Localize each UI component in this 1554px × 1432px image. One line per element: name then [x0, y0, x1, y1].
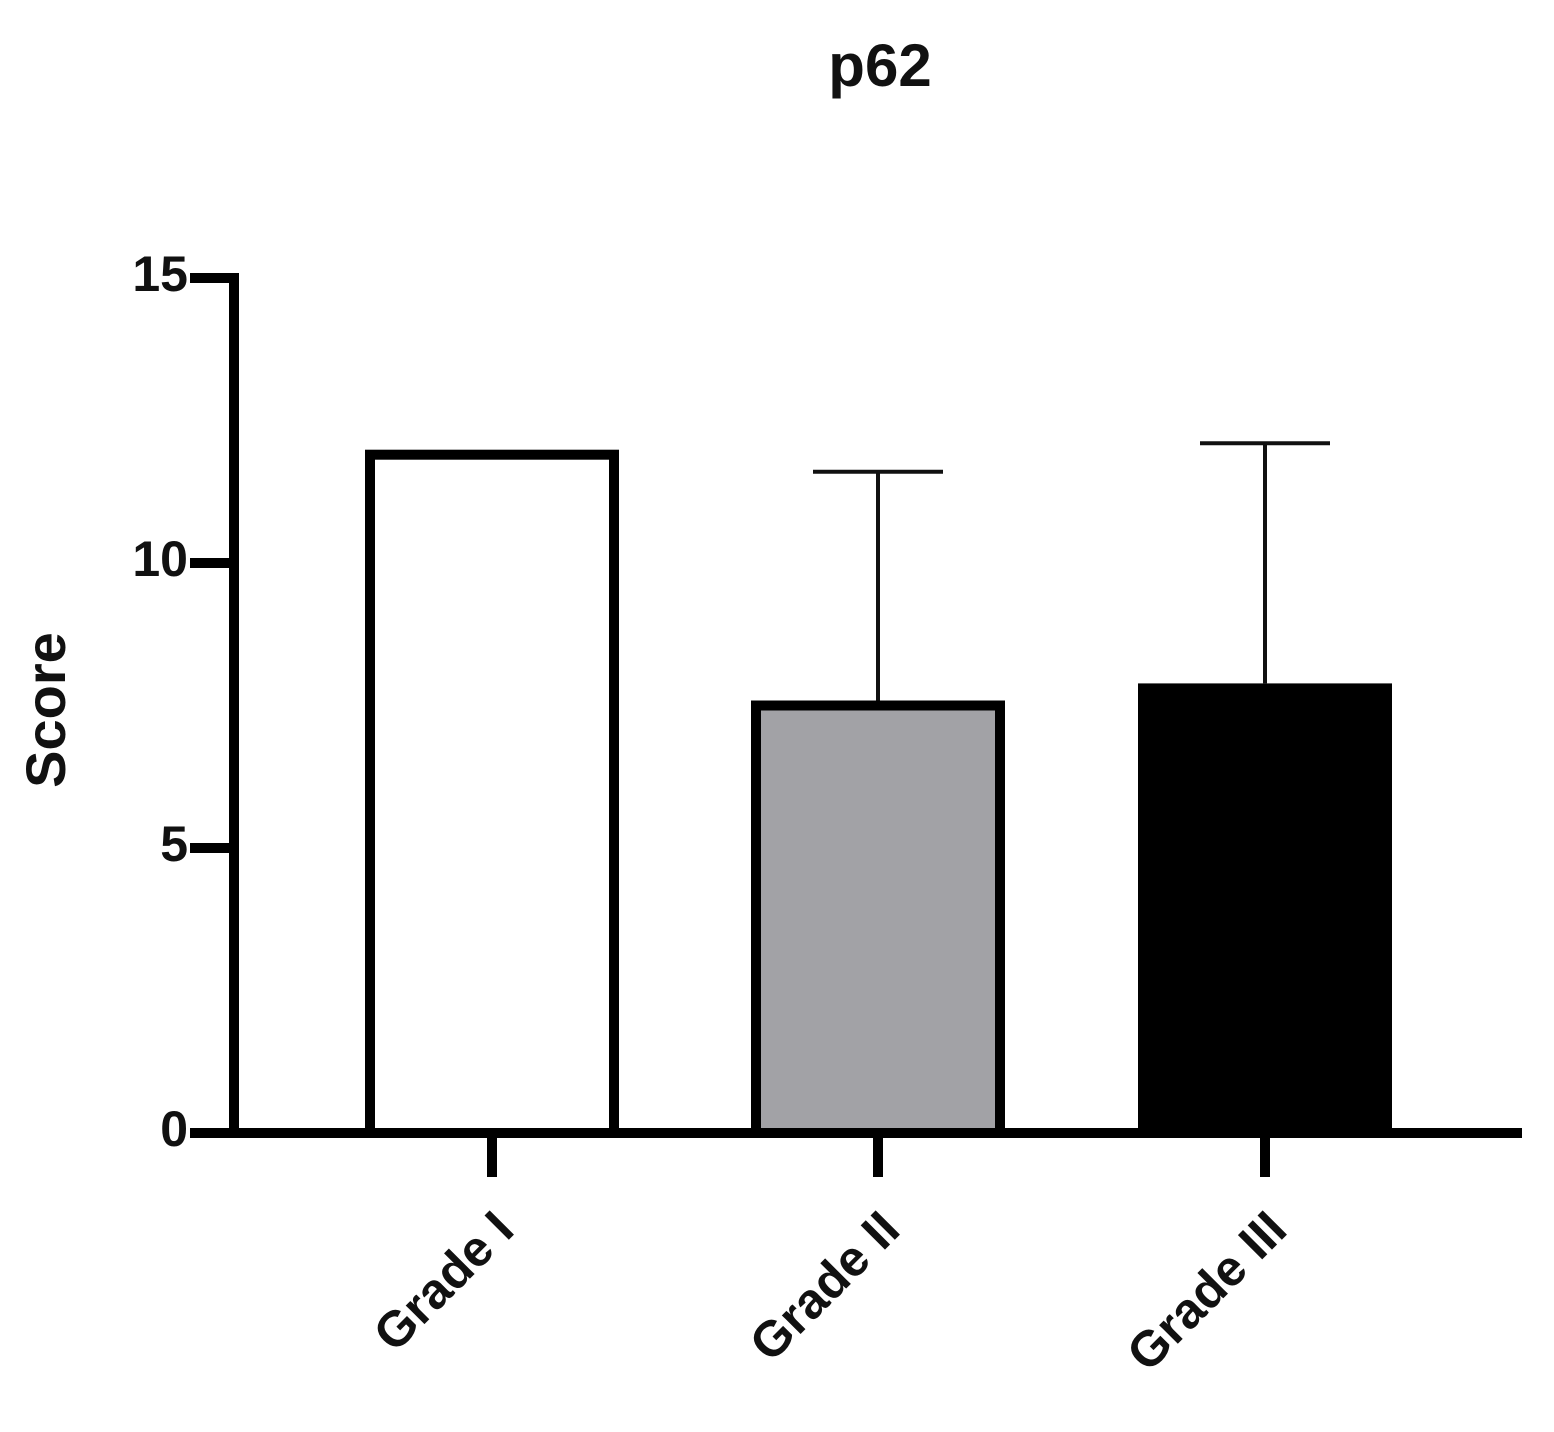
- error-bar: [813, 469, 943, 701]
- bar: [751, 700, 1005, 1138]
- chart-title: p62: [828, 32, 931, 99]
- y-tick-label: 5: [160, 816, 188, 872]
- y-tick-label: 15: [132, 246, 188, 302]
- x-tick-label: Grade II: [739, 1201, 910, 1372]
- bar: [365, 449, 619, 1138]
- error-bar: [1200, 441, 1330, 684]
- x-tick-label: Grade III: [1116, 1201, 1297, 1382]
- bar: [1138, 683, 1392, 1139]
- y-tick-label: 0: [160, 1101, 188, 1157]
- x-tick-label: Grade I: [363, 1201, 524, 1362]
- y-tick-label: 10: [132, 531, 188, 587]
- y-axis-label: Score: [14, 632, 77, 788]
